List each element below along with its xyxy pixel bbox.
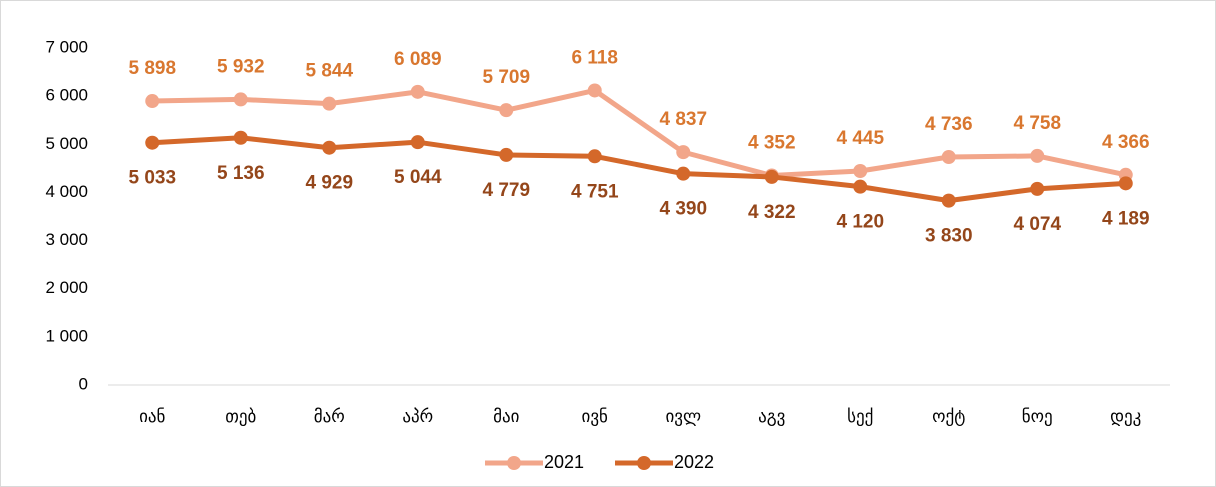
series-marker	[587, 83, 602, 98]
data-label: 6 089	[394, 49, 442, 70]
legend-marker	[637, 456, 651, 470]
series-marker	[499, 147, 514, 162]
series-marker	[410, 135, 425, 150]
x-tick-label: ნოე	[1022, 407, 1053, 427]
data-label: 4 390	[659, 199, 707, 220]
x-tick-label: მაი	[493, 407, 519, 427]
series-marker	[587, 149, 602, 164]
series-marker	[1030, 181, 1045, 196]
data-label: 4 352	[748, 132, 796, 153]
data-label: 5 898	[128, 58, 176, 79]
data-label: 4 736	[925, 114, 973, 135]
y-tick-label: 4 000	[45, 182, 88, 201]
series-marker	[1118, 176, 1133, 191]
series-marker	[233, 130, 248, 145]
data-label: 4 322	[748, 202, 796, 223]
data-label: 4 445	[836, 128, 884, 149]
x-tick-label: იან	[139, 407, 165, 427]
data-label: 4 751	[571, 181, 619, 202]
y-tick-label: 2 000	[45, 278, 88, 297]
series-marker	[676, 166, 691, 181]
x-tick-label: მარ	[314, 407, 345, 427]
x-tick-label: აგვ	[758, 407, 785, 427]
series-marker	[941, 193, 956, 208]
data-label: 6 118	[572, 47, 619, 68]
series-marker	[145, 135, 160, 150]
data-label: 4 366	[1102, 132, 1150, 153]
series-line	[152, 87, 1127, 178]
series-marker	[853, 179, 868, 194]
data-label: 4 189	[1102, 208, 1150, 229]
series-marker	[941, 149, 956, 164]
series-marker	[764, 169, 779, 184]
y-tick-label: 1 000	[45, 326, 88, 345]
y-tick-label: 0	[79, 374, 88, 393]
x-tick-label: დეკ	[1110, 407, 1141, 427]
series-marker	[676, 145, 691, 160]
x-tick-label: აპრ	[402, 407, 433, 427]
data-label: 4 779	[482, 180, 530, 201]
y-tick-label: 5 000	[45, 134, 88, 153]
series-marker	[853, 164, 868, 179]
x-tick-label: თებ	[225, 407, 256, 427]
data-label: 5 033	[128, 168, 176, 189]
data-label: 5 709	[482, 67, 530, 88]
data-label: 4 074	[1013, 214, 1061, 235]
x-tick-label: ივნ	[582, 407, 609, 427]
legend-label: 2021	[544, 452, 584, 472]
data-label: 4 120	[836, 212, 884, 233]
series-marker	[145, 94, 160, 109]
data-label: 5 844	[305, 61, 353, 82]
series-marker	[322, 140, 337, 155]
x-tick-label: სექ	[847, 407, 873, 427]
data-label: 5 136	[217, 163, 265, 184]
x-tick-label: ივლ	[665, 407, 701, 427]
y-tick-label: 6 000	[45, 86, 88, 105]
series-marker	[410, 84, 425, 99]
data-label: 4 758	[1013, 113, 1061, 134]
series-marker	[1030, 148, 1045, 163]
legend-marker	[507, 456, 521, 470]
data-label: 4 929	[305, 173, 353, 194]
series-marker	[499, 103, 514, 118]
data-label: 4 837	[659, 109, 707, 130]
series-line	[152, 135, 1126, 204]
series-marker	[233, 92, 248, 107]
y-tick-label: 7 000	[45, 37, 88, 56]
data-label: 3 830	[925, 226, 973, 247]
y-tick-label: 3 000	[45, 230, 88, 249]
legend-label: 2022	[674, 452, 714, 472]
x-tick-label: ოქტ	[932, 407, 965, 427]
data-label: 5 044	[394, 167, 442, 188]
series-marker	[322, 96, 337, 111]
data-label: 5 932	[217, 56, 265, 77]
